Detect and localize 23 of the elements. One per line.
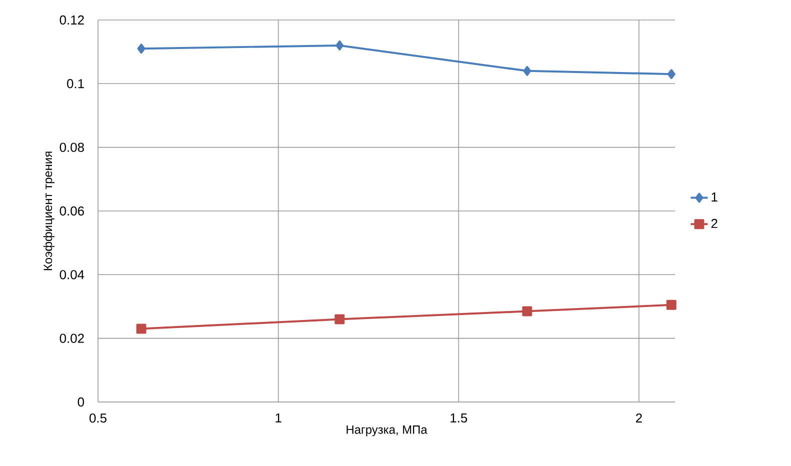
x-tick-label: 0.5 — [90, 413, 106, 423]
x-tick-label: 1 — [276, 413, 282, 422]
point — [523, 66, 532, 76]
y-tick-label: 0.06 — [60, 206, 84, 216]
point — [667, 69, 676, 80]
y-tick-label: 0.04 — [60, 270, 84, 280]
legend-label: 2 — [711, 218, 718, 228]
x-tick-label: 2 — [636, 413, 642, 423]
x-tick-label: 1.5 — [450, 413, 468, 423]
point — [137, 44, 146, 54]
y-tick-label: 0.08 — [60, 142, 84, 152]
y-tick-label: 0 — [78, 397, 84, 407]
point — [334, 314, 345, 324]
point — [336, 40, 344, 50]
y-axis-title: Коэффициент трения — [43, 152, 54, 270]
x-axis-title: Нагрузка, МПа — [346, 426, 428, 436]
point — [522, 306, 532, 316]
point — [666, 300, 676, 310]
legend-label: 1 — [712, 192, 718, 202]
point — [136, 324, 146, 334]
y-tick-label: 0.1 — [67, 79, 84, 88]
y-tick-label: 0.02 — [60, 334, 84, 343]
y-tick-label: 0.12 — [60, 15, 84, 25]
